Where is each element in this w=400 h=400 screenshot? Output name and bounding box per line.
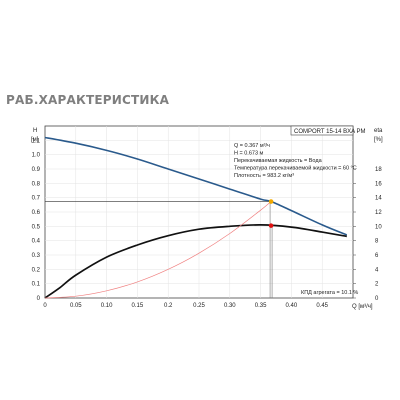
operating-point-info: Q = 0.367 м³/ч H = 0.673 м Перекачиваема… <box>234 143 357 179</box>
x-axis-tick-label: 0.05 <box>70 303 82 309</box>
x-axis-tick-label: 0.40 <box>286 303 298 309</box>
duty-point-head <box>268 199 274 204</box>
right-axis-tick-label: 6 <box>375 253 379 259</box>
right-axis-tick-label: 16 <box>375 181 382 187</box>
left-axis-tick-label: 0.9 <box>32 167 41 173</box>
right-axis-tick-label: 4 <box>375 267 379 273</box>
left-axis-tick-label: 1.1 <box>32 138 41 144</box>
system-curve <box>44 201 272 299</box>
left-axis-ticks: 0 0.1 0.2 0.3 0.4 0.5 0.6 0.7 0.8 0.9 1.0 1.1 <box>32 138 41 302</box>
left-axis-unit: [м] <box>31 137 39 143</box>
duty-point-efficiency <box>268 223 274 228</box>
right-axis-unit: [%] <box>374 137 383 143</box>
left-axis-tick-label: 0.5 <box>32 224 41 230</box>
grid-lines <box>45 126 353 298</box>
model-label: COMPORT 15-14 BXA PM <box>294 129 365 135</box>
left-axis-tick-label: 0.4 <box>32 239 41 245</box>
info-line: Перекачиваемая жидкость = Вода <box>234 158 323 164</box>
x-axis-tick-label: 0.25 <box>193 303 205 309</box>
x-axis-tick-label: 0.15 <box>132 303 144 309</box>
right-axis-tick-label: 18 <box>375 167 382 173</box>
model-label-box: COMPORT 15-14 BXA PM <box>290 125 365 136</box>
left-axis-label: H <box>33 128 37 134</box>
right-axis-tick-label: 12 <box>375 210 382 216</box>
head-curve <box>44 136 348 236</box>
x-axis-tick-label: 0.10 <box>101 303 113 309</box>
info-line: Q = 0.367 м³/ч <box>234 143 270 149</box>
right-axis-label: eta <box>374 128 383 134</box>
right-axis-tick-label: 14 <box>375 196 382 202</box>
right-axis-tick-label: 0 <box>375 296 379 302</box>
duty-point-guides <box>45 201 273 298</box>
right-axis-ticks: 0 2 4 6 8 10 12 14 16 18 <box>353 167 382 302</box>
left-axis-tick-label: 0.7 <box>32 196 41 202</box>
left-axis-tick-label: 0.1 <box>32 282 41 288</box>
left-axis-tick-label: 0 <box>37 296 41 302</box>
left-axis-tick-label: 0.6 <box>32 210 41 216</box>
right-axis-tick-label: 8 <box>375 239 379 245</box>
info-line: Температура перекачиваемой жидкости = 60… <box>234 165 357 172</box>
left-axis-tick-label: 0.3 <box>32 253 41 259</box>
page-title: РАБ.ХАРАКТЕРИСТИКА <box>6 93 170 107</box>
left-axis-tick-label: 0.2 <box>32 267 41 273</box>
duty-points <box>268 199 274 228</box>
x-axis-tick-label: 0.45 <box>316 303 328 309</box>
right-axis-tick-label: 10 <box>375 224 382 230</box>
left-axis-tick-label: 0.8 <box>32 181 41 187</box>
efficiency-curve <box>44 224 347 299</box>
x-axis-tick-label: 0 <box>43 303 47 309</box>
x-axis-tick-label: 0.2 <box>164 303 173 309</box>
x-axis-label: Q [м³/ч] <box>352 304 373 310</box>
x-axis-ticks: 0 0.05 0.10 0.15 0.2 0.25 0.30 0.35 0.40 0.45 <box>43 303 328 309</box>
left-axis-tick-label: 1.0 <box>32 153 41 159</box>
x-axis-tick-label: 0.35 <box>255 303 267 309</box>
curves <box>44 136 348 299</box>
info-line: Плотность = 983.2 кг/м³ <box>234 173 294 179</box>
info-line: H = 0.673 м <box>234 151 264 157</box>
right-axis-tick-label: 2 <box>375 282 379 288</box>
x-axis-tick-label: 0.30 <box>224 303 236 309</box>
efficiency-label: КПД агрегата = 10.1 % <box>301 290 358 296</box>
